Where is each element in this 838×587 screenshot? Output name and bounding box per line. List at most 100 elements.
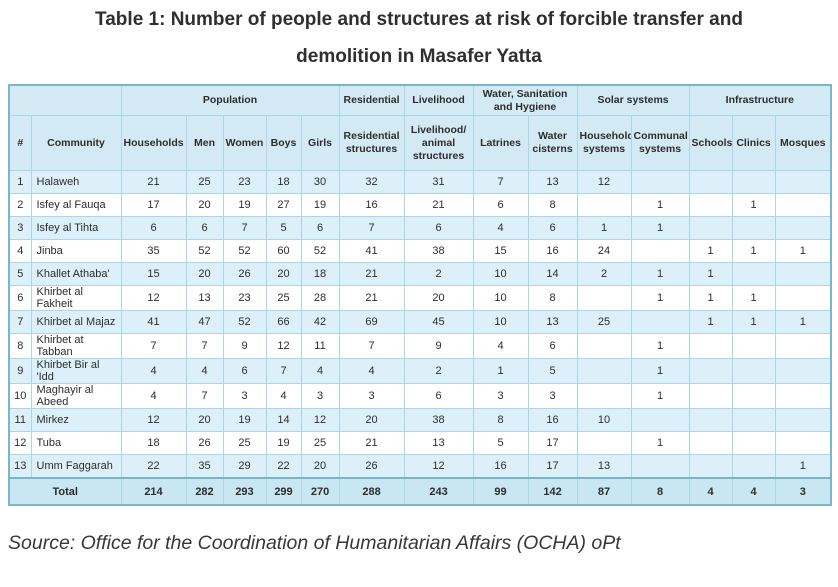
value-cell: 2	[576, 262, 632, 286]
value-cell	[774, 170, 832, 194]
value-cell: 1	[774, 310, 832, 334]
row-index-cell: 10	[8, 383, 32, 409]
value-cell: 3	[300, 383, 340, 409]
value-cell: 18	[300, 262, 340, 286]
value-cell	[774, 408, 832, 432]
value-cell	[731, 262, 776, 286]
table-row: 7 Khirbet al Majaz 41 47 52 66 42 69 45 10 13 25 1 1 1	[8, 310, 832, 334]
value-cell: 5	[472, 431, 529, 455]
value-cell: 35	[120, 239, 187, 263]
value-cell: 2	[403, 358, 474, 384]
value-cell: 20	[185, 193, 224, 217]
value-cell: 7	[222, 216, 267, 240]
value-cell	[774, 193, 832, 217]
column-header: Community	[30, 115, 122, 171]
total-value-cell: 4	[731, 477, 776, 506]
value-cell: 1	[630, 431, 690, 455]
value-cell: 12	[120, 408, 187, 432]
table-row: 8 Khirbet at Tabban 7 7 9 12 11 7 9 4 6 1	[8, 333, 832, 359]
value-cell	[731, 358, 776, 384]
column-group-header	[8, 84, 122, 116]
value-cell: 1	[731, 193, 776, 217]
value-cell: 15	[472, 239, 529, 263]
total-value-cell: 99	[472, 477, 529, 506]
value-cell: 16	[527, 239, 578, 263]
total-value-cell: 288	[338, 477, 405, 506]
value-cell	[731, 431, 776, 455]
community-cell: Khirbet al Majaz	[30, 310, 122, 334]
value-cell: 16	[338, 193, 405, 217]
row-index-cell: 6	[8, 285, 32, 311]
row-index-cell: 1	[8, 170, 32, 194]
community-cell: Isfey al Tihta	[30, 216, 122, 240]
value-cell: 17	[527, 454, 578, 479]
value-cell: 22	[265, 454, 302, 479]
table-row: 10 Maghayir al Abeed 4 7 3 4 3 3 6 3 3 1	[8, 383, 832, 409]
value-cell: 1	[576, 216, 632, 240]
value-cell: 1	[688, 262, 733, 286]
value-cell: 20	[338, 408, 405, 432]
table-row: 6 Khirbet al Fakheit 12 13 23 25 28 21 20 10 8 1 1 1	[8, 285, 832, 311]
value-cell	[731, 408, 776, 432]
value-cell: 1	[630, 216, 690, 240]
value-cell: 19	[265, 431, 302, 455]
table-container: Population Residential Livelihood Water, Sa…	[8, 84, 833, 506]
total-value-cell: 214	[120, 477, 187, 506]
value-cell	[731, 333, 776, 359]
community-cell: Halaweh	[30, 170, 122, 194]
column-header-row: # Community Households Men Women Boys Girls Res…	[8, 115, 832, 171]
value-cell: 6	[300, 216, 340, 240]
value-cell: 20	[265, 262, 302, 286]
column-header: Household systems	[576, 115, 632, 171]
column-header: #	[8, 115, 32, 171]
total-value-cell: 142	[527, 477, 578, 506]
value-cell: 14	[527, 262, 578, 286]
column-header: Boys	[265, 115, 302, 171]
value-cell: 20	[185, 408, 224, 432]
value-cell: 13	[527, 310, 578, 334]
value-cell: 6	[472, 193, 529, 217]
value-cell: 45	[403, 310, 474, 334]
total-value-cell: 8	[630, 477, 690, 506]
value-cell: 4	[338, 358, 405, 384]
column-header: Residential structures	[338, 115, 405, 171]
value-cell: 1	[688, 239, 733, 263]
value-cell: 3	[527, 383, 578, 409]
value-cell: 26	[338, 454, 405, 479]
total-value-cell: 293	[222, 477, 267, 506]
table-title-line1: Table 1: Number of people and structures…	[95, 9, 743, 30]
value-cell: 16	[527, 408, 578, 432]
value-cell: 66	[265, 310, 302, 334]
value-cell: 42	[300, 310, 340, 334]
table-row: 4 Jinba 35 52 52 60 52 41 38 15 16 24 1 1 1	[8, 239, 832, 263]
value-cell: 3	[472, 383, 529, 409]
value-cell: 19	[300, 193, 340, 217]
value-cell	[576, 285, 632, 311]
value-cell: 8	[472, 408, 529, 432]
value-cell: 6	[120, 216, 187, 240]
community-cell: Maghayir al Abeed	[30, 383, 122, 409]
row-index-cell: 12	[8, 431, 32, 455]
column-header: Households	[120, 115, 187, 171]
community-cell: Khirbet at Tabban	[30, 333, 122, 359]
value-cell: 12	[576, 170, 632, 194]
row-index-cell: 4	[8, 239, 32, 263]
value-cell	[688, 358, 733, 384]
value-cell: 7	[472, 170, 529, 194]
row-index-cell: 9	[8, 358, 32, 384]
column-header: Water cisterns	[527, 115, 578, 171]
value-cell	[630, 170, 690, 194]
table-row: 9 Khirbet Bir al 'Idd 4 4 6 7 4 4 2 1 5 1	[8, 358, 832, 384]
value-cell	[576, 383, 632, 409]
value-cell: 7	[265, 358, 302, 384]
value-cell: 7	[120, 333, 187, 359]
value-cell	[576, 431, 632, 455]
value-cell: 31	[403, 170, 474, 194]
row-index-cell: 3	[8, 216, 32, 240]
value-cell: 26	[222, 262, 267, 286]
value-cell: 11	[300, 333, 340, 359]
value-cell: 38	[403, 408, 474, 432]
value-cell	[774, 431, 832, 455]
value-cell: 4	[472, 216, 529, 240]
